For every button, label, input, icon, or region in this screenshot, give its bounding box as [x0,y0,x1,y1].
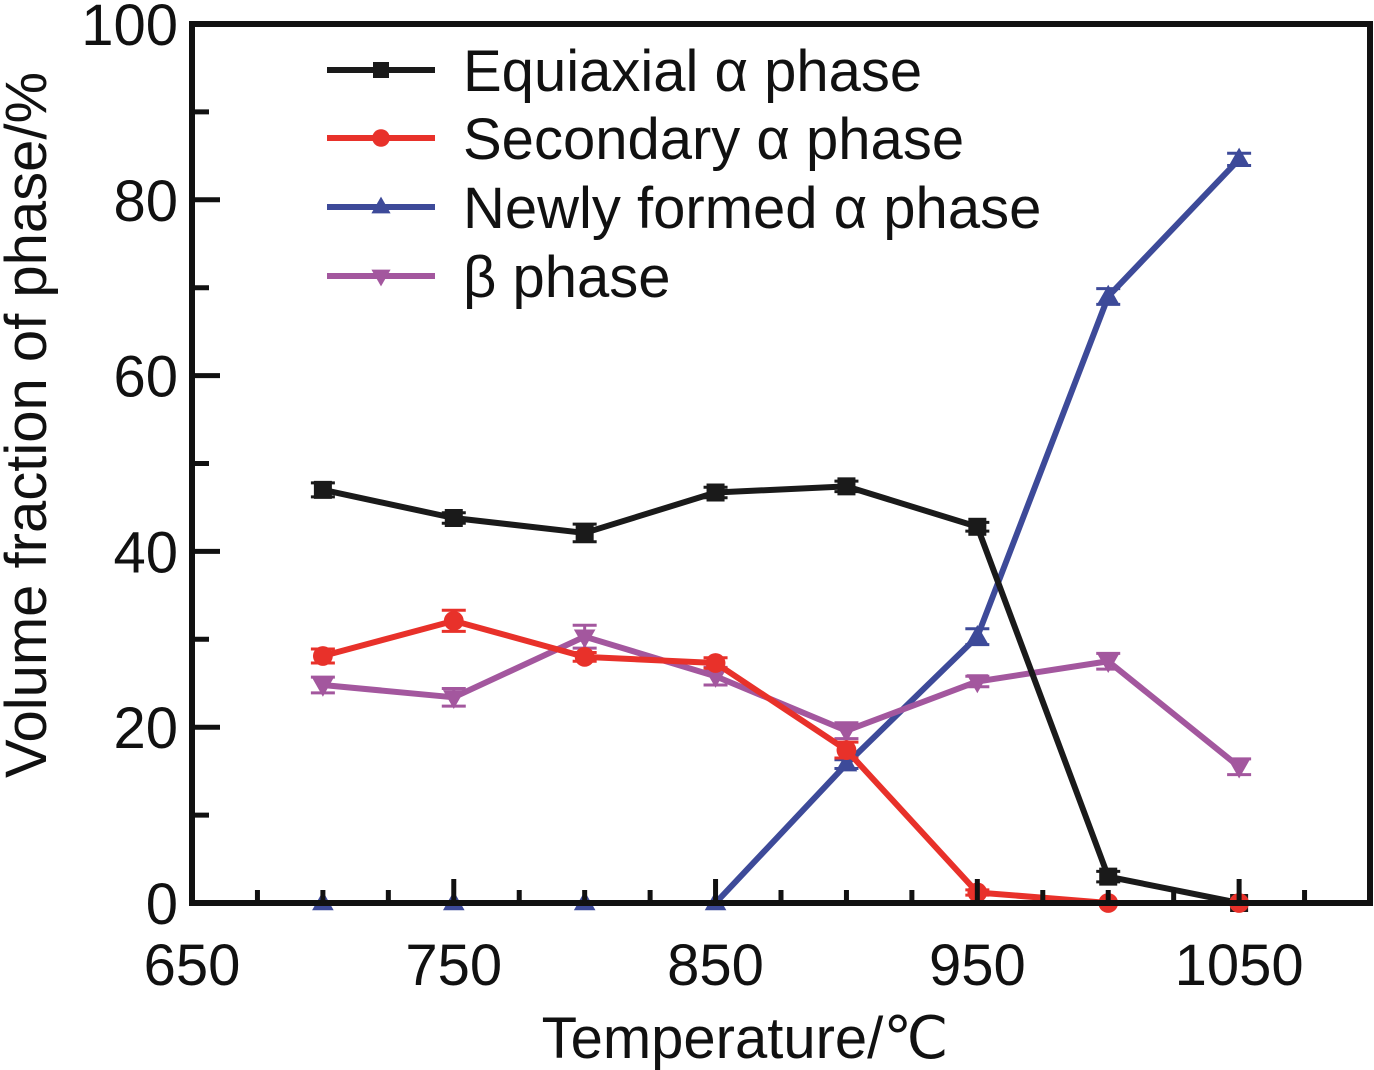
y-tick-label: 40 [113,520,178,585]
x-tick-label: 1050 [1175,933,1304,998]
data-point [704,669,727,688]
data-point [574,646,595,667]
data-point [836,740,857,760]
data-point [573,629,596,649]
data-point [313,480,332,499]
legend-item: Newly formed α phase [327,176,1041,241]
data-point [443,610,464,631]
data-point [1228,147,1250,167]
data-point [835,752,858,772]
y-tick-label: 0 [146,872,178,937]
data-point [312,677,334,697]
data-point [966,674,989,694]
y-axis-title: Volume fraction of phase/% [0,72,59,778]
data-point [372,129,390,147]
data-point [966,624,989,644]
data-point [1099,867,1118,886]
legend-label: Secondary α phase [463,107,964,172]
series-line [322,483,1240,906]
data-point [837,477,856,496]
x-tick-label: 650 [144,933,241,998]
series-layer [310,147,1252,913]
data-point [444,508,463,527]
data-point [706,483,725,502]
x-tick-label: 850 [667,933,764,998]
legend-item: Secondary α phase [327,107,964,172]
series-newly-formed-phase [312,147,1252,911]
data-point [1097,284,1120,304]
legend-item: β phase [327,245,671,310]
legend-label: Newly formed α phase [463,176,1041,241]
series--phase [310,623,1252,779]
series-equiaxial-phase [310,477,1249,912]
y-tick-label: 60 [113,345,178,410]
legend-label: Equiaxial α phase [463,39,922,104]
data-point [373,62,389,78]
data-point [371,269,391,287]
x-tick-label: 750 [405,933,502,998]
data-point [1228,759,1250,779]
x-tick-label: 950 [929,933,1026,998]
y-tick-label: 80 [113,169,178,234]
data-point [442,690,465,710]
data-point [835,723,858,743]
series-line [322,157,1242,906]
data-point [968,517,987,536]
y-tick-label: 20 [113,696,178,761]
y-tick-label: 100 [81,0,178,58]
legend-label: β phase [463,245,671,310]
y-tick-labels: 0 20 40 60 80 100 [81,0,178,937]
x-axis-title: Temperature/℃ [542,1006,949,1070]
data-point [705,653,726,673]
data-point [371,196,391,214]
data-point [312,646,333,666]
x-tick-labels: 650 750 850 950 1050 [144,933,1304,998]
axis-ticks [189,21,1373,906]
data-point [1097,654,1120,673]
data-point [575,523,594,542]
legend-item: Equiaxial α phase [327,39,922,104]
